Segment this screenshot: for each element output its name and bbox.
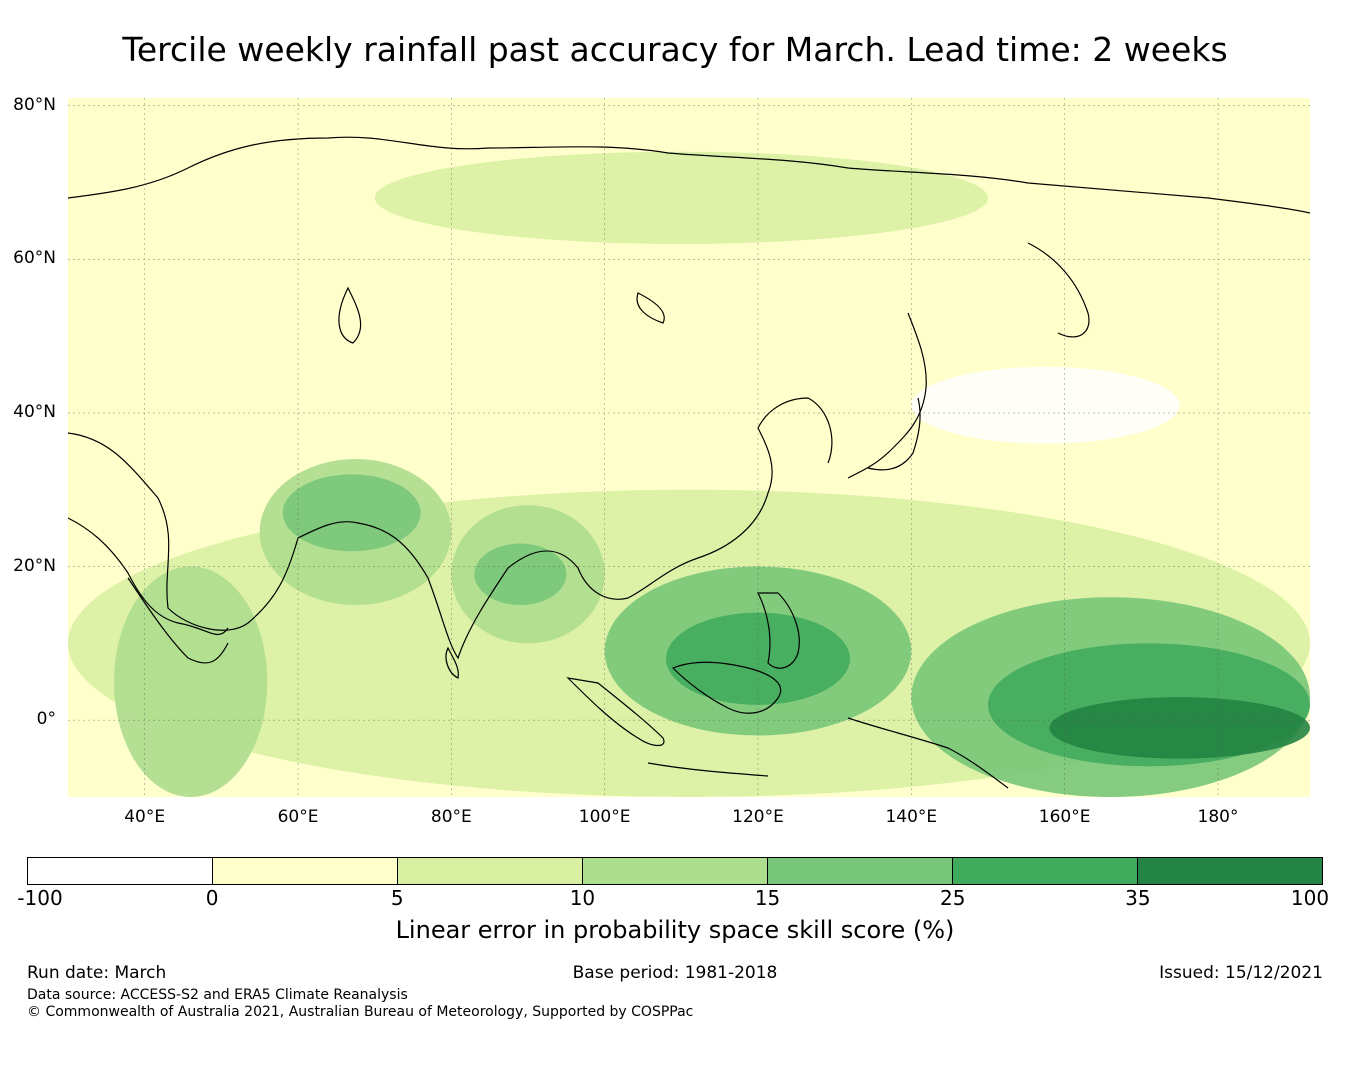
colorbar-segment-1 bbox=[213, 858, 398, 884]
lon-label: 180° bbox=[1197, 807, 1239, 827]
arabia-coastline bbox=[68, 517, 229, 636]
colorbar-tick: 35 bbox=[1125, 886, 1151, 910]
run-date: Run date: March bbox=[27, 963, 167, 983]
chart-title: Tercile weekly rainfall past accuracy fo… bbox=[122, 30, 1228, 69]
philippines-coastline bbox=[757, 592, 800, 669]
sri-lanka-coastline bbox=[445, 646, 459, 679]
colorbar-label: Linear error in probability space skill … bbox=[395, 916, 955, 944]
pacific-russia-coastline bbox=[847, 312, 927, 479]
copyright: © Commonwealth of Australia 2021, Austra… bbox=[27, 1004, 694, 1020]
baikal-coastline bbox=[636, 292, 665, 324]
new-guinea-coastline bbox=[847, 717, 1009, 789]
skill-region-7 bbox=[474, 543, 567, 605]
colorbar-segment-6 bbox=[1138, 858, 1322, 884]
lon-label: 120°E bbox=[732, 807, 784, 827]
skill-region-12 bbox=[1049, 697, 1310, 759]
borneo-coastline bbox=[671, 661, 782, 714]
colorbar-tick: 10 bbox=[569, 886, 596, 910]
colorbar-tick: 0 bbox=[205, 886, 219, 910]
lon-label: 100°E bbox=[578, 807, 631, 827]
colorbar-tick: 5 bbox=[390, 886, 404, 910]
colorbar-segment-3 bbox=[583, 858, 768, 884]
lon-label: 40°E bbox=[124, 807, 166, 827]
skill-region-6 bbox=[282, 474, 421, 552]
sumatra-coastline bbox=[566, 677, 665, 747]
red-sea-coastline bbox=[127, 577, 229, 664]
lat-label: 0° bbox=[36, 709, 56, 730]
colorbar-segment-5 bbox=[953, 858, 1138, 884]
colorbar-tick: 100 bbox=[1290, 886, 1330, 910]
colorbar-segment-0 bbox=[28, 858, 213, 884]
skill-map-canvas bbox=[68, 98, 1310, 797]
java-coastline bbox=[647, 762, 769, 777]
colorbar-tick: 25 bbox=[939, 886, 966, 910]
colorbar-segment-4 bbox=[768, 858, 953, 884]
skill-map bbox=[68, 98, 1310, 797]
lon-label: 140°E bbox=[885, 807, 938, 827]
lon-label: 60°E bbox=[277, 807, 319, 827]
lat-label: 80°N bbox=[13, 94, 56, 115]
lon-label: 160°E bbox=[1038, 807, 1091, 827]
skill-region-2 bbox=[374, 151, 989, 244]
base-period: Base period: 1981-2018 bbox=[572, 963, 778, 983]
colorbar bbox=[27, 857, 1323, 885]
issued-date: Issued: 15/12/2021 bbox=[1159, 963, 1323, 983]
colorbar-tick: -100 bbox=[17, 886, 63, 910]
lat-label: 60°N bbox=[13, 248, 56, 269]
data-source: Data source: ACCESS-S2 and ERA5 Climate … bbox=[27, 987, 408, 1003]
asia-coastline bbox=[68, 397, 833, 660]
colorbar-tick: 15 bbox=[754, 886, 781, 910]
japan-coastline bbox=[867, 397, 921, 471]
skill-region-0 bbox=[911, 366, 1180, 444]
arctic-coastline bbox=[68, 136, 1310, 214]
colorbar-segment-2 bbox=[398, 858, 583, 884]
graticule bbox=[68, 98, 1310, 797]
lat-label: 20°N bbox=[13, 555, 56, 576]
caspian-coastline bbox=[338, 286, 362, 344]
lat-label: 40°N bbox=[13, 401, 56, 422]
coastlines bbox=[68, 136, 1310, 789]
lon-label: 80°E bbox=[430, 807, 472, 827]
skill-region-4 bbox=[114, 566, 268, 797]
kamchatka-coastline bbox=[1027, 242, 1090, 338]
